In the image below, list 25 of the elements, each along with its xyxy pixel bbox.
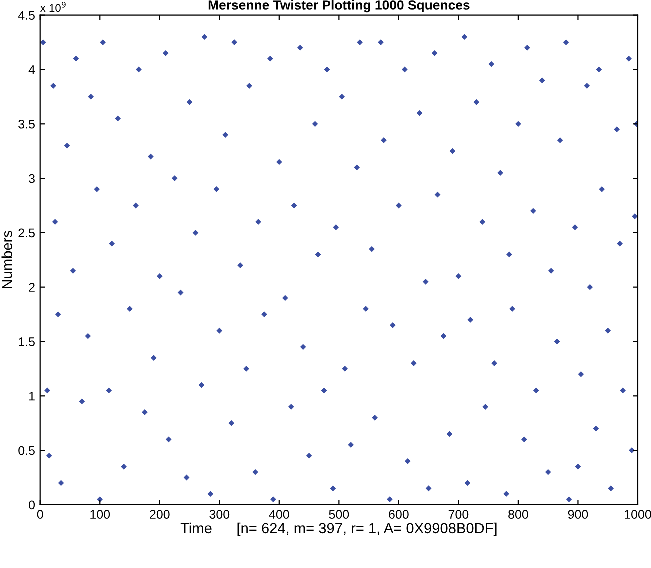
x-tick-label: 1000	[625, 510, 651, 519]
x-tick-label: 500	[329, 510, 350, 519]
text: x 10$^{9}$	[40, 2, 66, 12]
y-tick-label: 0.5	[18, 446, 35, 456]
x-tick-label: 900	[568, 510, 588, 519]
x-tick-label: 800	[508, 510, 528, 519]
y-tick-label: 0	[29, 500, 36, 510]
y-tick-label: 4.5	[18, 11, 35, 20]
y-tick-label: 1	[30, 392, 35, 401]
x-tick-label: 600	[389, 510, 409, 519]
x-axis-title: Time [n= 624, m= 397, r= 1, A= 0X9908B0DF]	[180, 522, 497, 536]
x-tick-label: 400	[269, 510, 290, 519]
x-tick-label: 100	[90, 510, 110, 519]
y-tick-label: 3.5	[18, 120, 35, 129]
x-tick-label: 700	[448, 510, 469, 519]
y-tick-label: 3	[29, 174, 35, 184]
y-tick-label: 2.5	[18, 228, 35, 238]
chart-title: Mersenne Twister Plotting 1000 Squences	[208, 0, 470, 13]
x-tick-label: 0	[37, 510, 44, 519]
x-tick-label: 200	[150, 510, 170, 519]
y-tick-label: 4	[28, 66, 36, 74]
x-tick-label: 300	[210, 510, 230, 519]
y-tick-label: 2	[29, 283, 35, 292]
y-axis-title: Numbers	[2, 231, 12, 289]
y-tick-label: 1.5	[19, 338, 35, 346]
